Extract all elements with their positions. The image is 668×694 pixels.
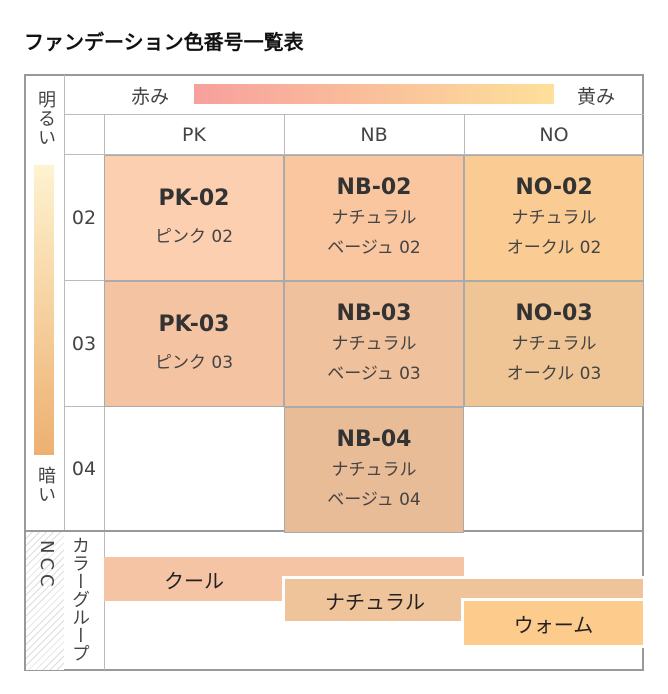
column-header: NO bbox=[539, 123, 569, 146]
bright-label: 明るい bbox=[35, 90, 56, 147]
row-header: 03 bbox=[71, 332, 97, 355]
color-name: ベージュ 02 bbox=[327, 238, 421, 258]
color-name: ナチュラル bbox=[331, 208, 417, 228]
divider bbox=[64, 154, 644, 155]
color-name: ピンク 02 bbox=[154, 227, 234, 247]
group-bar-warm: ウォーム bbox=[461, 598, 646, 648]
color-cell-nb-03: NB-03 ナチュラルベージュ 03 bbox=[284, 281, 464, 407]
dark-label: 暗い bbox=[35, 466, 56, 504]
page-title: ファンデーション色番号一覧表 bbox=[24, 30, 304, 54]
red-label: 赤み bbox=[130, 85, 169, 108]
divider bbox=[64, 75, 65, 531]
column-header: NB bbox=[360, 123, 388, 146]
color-group-label: カラーグループ bbox=[69, 536, 90, 662]
red-yellow-gradient bbox=[194, 84, 554, 104]
color-cell-pk-03: PK-03 ピンク 03 bbox=[104, 281, 284, 407]
divider bbox=[64, 114, 644, 115]
color-cell-pk-02: PK-02 ピンク 02 bbox=[104, 155, 284, 281]
color-code: PK-02 bbox=[158, 186, 230, 211]
divider bbox=[464, 114, 465, 154]
group-name: クール bbox=[164, 568, 224, 593]
color-code: NO-02 bbox=[515, 175, 593, 200]
color-name: ナチュラル bbox=[331, 334, 417, 354]
color-name: ナチュラル bbox=[511, 334, 597, 354]
divider bbox=[284, 114, 285, 154]
color-name: オークル 03 bbox=[506, 364, 602, 384]
group-name: ウォーム bbox=[513, 612, 594, 637]
row-header: 04 bbox=[71, 458, 97, 480]
color-name: ナチュラル bbox=[331, 460, 417, 480]
color-cell-nb-04: NB-04 ナチュラルベージュ 04 bbox=[284, 407, 464, 533]
color-code: NB-03 bbox=[336, 301, 412, 326]
yellow-label: 黄み bbox=[576, 85, 615, 108]
ncc-label: NCC bbox=[36, 540, 57, 591]
color-cell-no-03: NO-03 ナチュラルオークル 03 bbox=[464, 281, 644, 407]
row-header: 02 bbox=[71, 206, 97, 229]
color-name: ピンク 03 bbox=[154, 353, 234, 373]
divider bbox=[64, 406, 104, 407]
color-code: PK-03 bbox=[158, 312, 230, 337]
brightness-gradient bbox=[34, 165, 54, 455]
color-cell-no-02: NO-02 ナチュラルオークル 02 bbox=[464, 155, 644, 281]
column-header: PK bbox=[182, 123, 206, 146]
color-name: オークル 02 bbox=[506, 238, 602, 258]
color-code: NB-04 bbox=[336, 427, 412, 452]
group-name: ナチュラル bbox=[325, 589, 425, 614]
color-name: ベージュ 03 bbox=[327, 364, 421, 384]
color-cell-nb-02: NB-02 ナチュラルベージュ 02 bbox=[284, 155, 464, 281]
divider bbox=[64, 280, 104, 281]
ncc-hatch bbox=[26, 532, 64, 670]
color-name: ベージュ 04 bbox=[327, 490, 421, 510]
color-code: NB-02 bbox=[336, 175, 412, 200]
color-code: NO-03 bbox=[515, 301, 593, 326]
color-name: ナチュラル bbox=[511, 208, 597, 228]
